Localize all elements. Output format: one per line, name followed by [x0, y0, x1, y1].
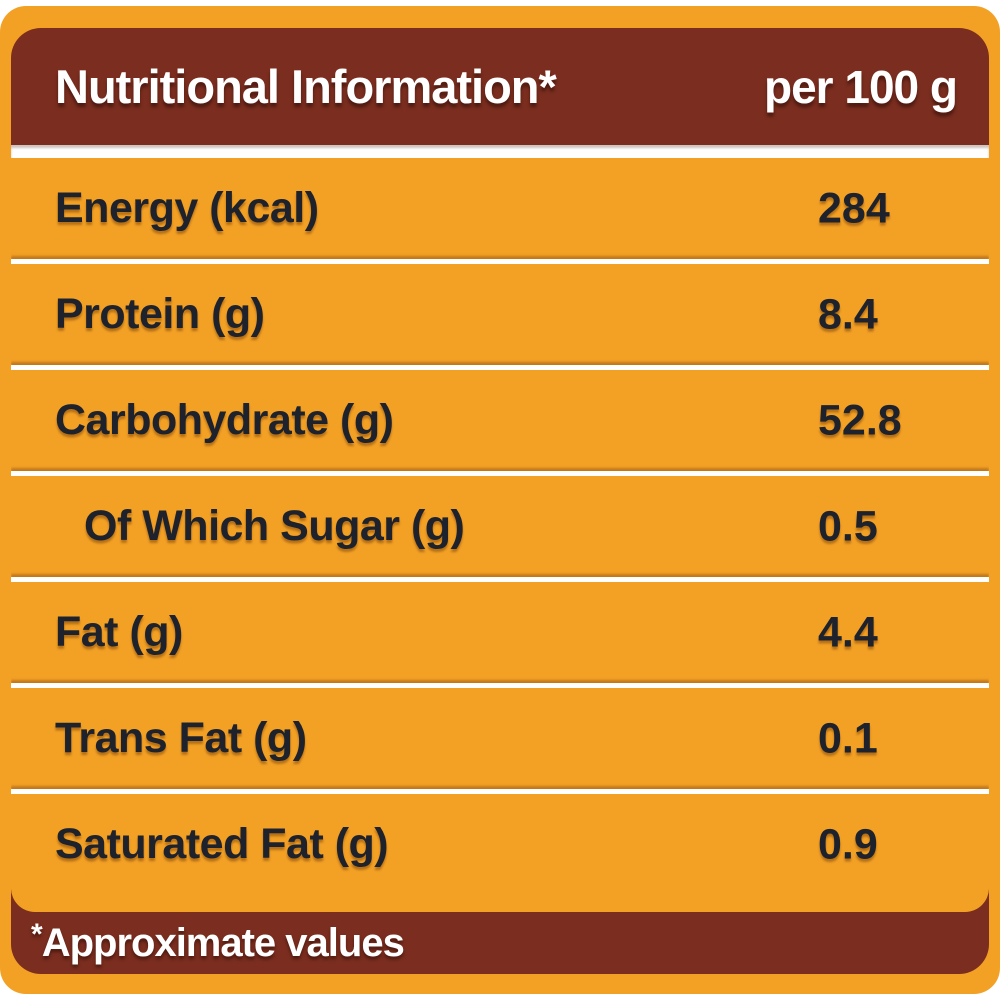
nutrient-row-protein: Protein (g) 8.4: [11, 264, 989, 365]
nutrient-label: Saturated Fat (g): [55, 820, 389, 868]
nutrition-table: Energy (kcal) 284 Protein (g) 8.4 Carboh…: [11, 158, 989, 912]
nutrition-title: Nutritional Information*: [55, 60, 557, 113]
nutrient-row-energy: Energy (kcal) 284: [11, 158, 989, 259]
nutrient-row-sugar-sub: Of Which Sugar (g) 0.5: [11, 476, 989, 577]
row-separator: [11, 471, 989, 476]
serving-size-label: per 100 g: [764, 60, 958, 113]
nutrient-label: Protein (g): [55, 290, 265, 338]
nutrient-row-fat: Fat (g) 4.4: [11, 582, 989, 683]
nutrient-label: Energy (kcal): [55, 184, 319, 232]
approximate-values-note: *Approximate values: [31, 917, 405, 966]
approximate-values-text: Approximate values: [41, 920, 405, 965]
header-separator-band: [11, 145, 989, 158]
nutrition-header: Nutritional Information* per 100 g: [11, 28, 989, 145]
nutrition-label-card: Nutritional Information* per 100 g Energ…: [0, 6, 1000, 994]
nutrient-value: 284: [818, 184, 890, 232]
row-separator: [11, 259, 989, 264]
nutrient-row-carbohydrate: Carbohydrate (g) 52.8: [11, 370, 989, 471]
nutrient-label: Trans Fat (g): [55, 714, 307, 762]
asterisk-mark: *: [31, 917, 43, 951]
nutrition-label-inner-panel: Nutritional Information* per 100 g Energ…: [11, 28, 989, 974]
nutrition-footer: *Approximate values: [11, 912, 989, 974]
nutrient-value: 52.8: [818, 396, 902, 444]
nutrient-label: Fat (g): [55, 608, 183, 656]
nutrient-value: 4.4: [818, 608, 878, 656]
row-separator: [11, 683, 989, 688]
nutrient-value: 0.9: [818, 820, 878, 868]
row-separator: [11, 577, 989, 582]
nutrient-row-trans-fat: Trans Fat (g) 0.1: [11, 688, 989, 789]
nutrient-value: 0.1: [818, 714, 878, 762]
nutrient-row-saturated-fat: Saturated Fat (g) 0.9: [11, 794, 989, 895]
nutrient-label: Carbohydrate (g): [55, 396, 394, 444]
nutrient-value: 8.4: [818, 290, 878, 338]
row-separator: [11, 789, 989, 794]
nutrient-value: 0.5: [818, 502, 878, 550]
nutrient-label: Of Which Sugar (g): [84, 502, 465, 550]
row-separator: [11, 365, 989, 370]
